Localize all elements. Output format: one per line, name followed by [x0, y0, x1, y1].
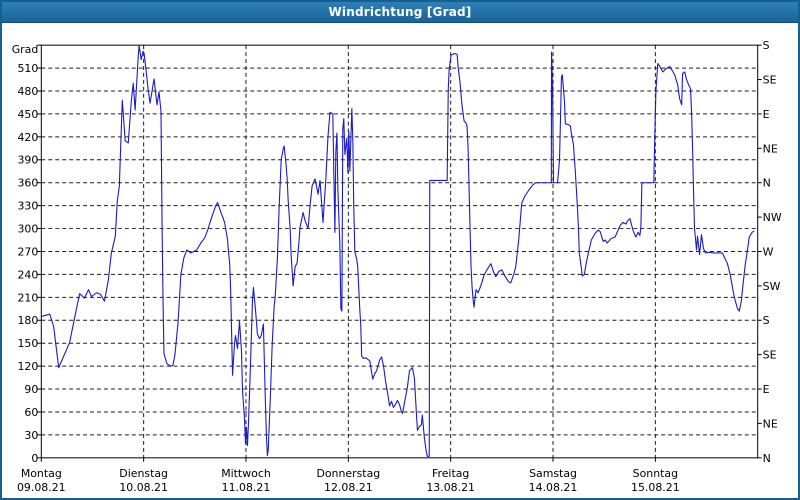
y-axis-right-compass-label: S [763, 314, 770, 327]
y-axis-left-tick-label: 450 [17, 108, 38, 121]
y-axis-right-compass-label: NW [763, 211, 782, 224]
y-axis-left-tick-label: 300 [17, 223, 38, 236]
y-axis-left-tick-label: 210 [17, 291, 38, 304]
window-titlebar: Windrichtung [Grad] [2, 2, 798, 23]
y-axis-left-tick-label: 30 [24, 429, 38, 442]
y-axis-left-tick-label: 240 [17, 268, 38, 281]
x-axis-day-name: Mittwoch [221, 467, 271, 480]
y-axis-left-tick-label: 120 [17, 360, 38, 373]
y-axis-left-unit-label: Grad [12, 43, 39, 56]
y-axis-right-compass-label: E [763, 383, 770, 396]
x-axis-day-date: 11.08.21 [222, 481, 271, 494]
y-axis-right-compass-label: E [763, 108, 770, 121]
y-axis-left-tick-label: 510 [17, 62, 38, 75]
x-axis-day-name: Montag [21, 467, 62, 480]
y-axis-right-compass-label: NE [763, 142, 778, 155]
window-title: Windrichtung [Grad] [328, 5, 472, 19]
x-axis-day-name: Sonntag [633, 467, 678, 480]
x-axis-day-date: 09.08.21 [17, 481, 66, 494]
x-axis-day-name: Samstag [529, 467, 577, 480]
y-axis-left-tick-label: 270 [17, 245, 38, 258]
x-axis-day-date: 12.08.21 [324, 481, 373, 494]
y-axis-left-tick-label: 0 [31, 452, 38, 465]
y-axis-left-tick-label: 180 [17, 314, 38, 327]
x-axis-day-date: 10.08.21 [119, 481, 168, 494]
y-axis-right-compass-label: SE [763, 74, 777, 87]
y-axis-right-compass-label: SW [763, 280, 781, 293]
x-axis-day-date: 14.08.21 [529, 481, 578, 494]
x-axis-day-name: Dienstag [119, 467, 168, 480]
y-axis-left-tick-label: 330 [17, 200, 38, 213]
y-axis-right-compass-label: N [763, 452, 771, 465]
y-axis-left-tick-label: 90 [24, 383, 38, 396]
x-axis-day-name: Donnerstag [316, 467, 380, 480]
x-axis-day-date: 15.08.21 [631, 481, 680, 494]
wind-direction-line [41, 44, 755, 457]
y-axis-left-tick-label: 60 [24, 406, 38, 419]
y-axis-right-compass-label: NE [763, 417, 778, 430]
y-axis-left-tick-label: 480 [17, 85, 38, 98]
y-axis-left-tick-label: 390 [17, 154, 38, 167]
x-axis-day-name: Freitag [432, 467, 469, 480]
y-axis-left-tick-label: 360 [17, 177, 38, 190]
x-axis-day-date: 13.08.21 [426, 481, 475, 494]
y-axis-right-compass-label: N [763, 177, 771, 190]
y-axis-right-compass-label: S [763, 39, 770, 52]
y-axis-left-tick-label: 150 [17, 337, 38, 350]
y-axis-left-tick-label: 420 [17, 131, 38, 144]
y-axis-right-compass-label: W [763, 245, 774, 258]
y-axis-right-compass-label: SE [763, 349, 777, 362]
